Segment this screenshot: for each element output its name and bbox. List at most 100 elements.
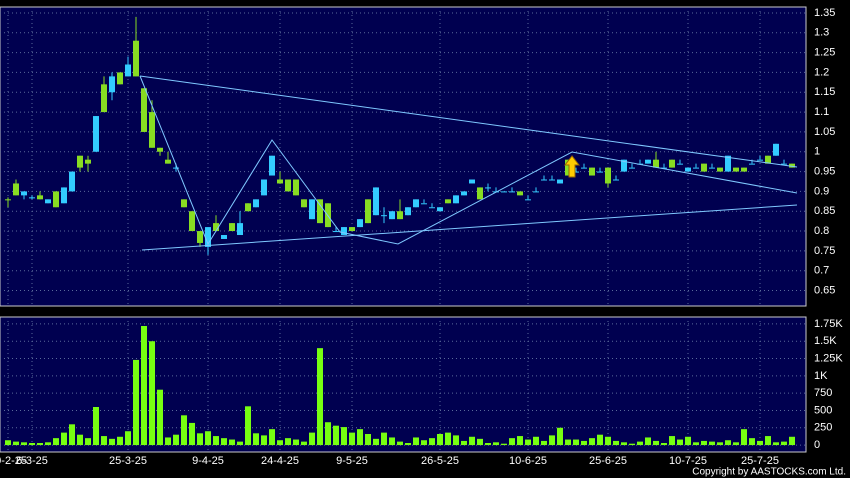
candle-body — [677, 163, 683, 165]
y-tick-label: 0.75 — [814, 245, 835, 257]
volume-tick-label: 750 — [814, 387, 832, 399]
y-tick-label: 1.2 — [814, 66, 829, 78]
y-tick-label: 1 — [814, 146, 820, 158]
candle-body — [53, 191, 59, 208]
volume-bar — [269, 429, 275, 446]
candle-body — [645, 159, 651, 164]
volume-bar — [701, 440, 707, 446]
volume-bar — [13, 441, 19, 446]
signal-arrow — [563, 155, 581, 178]
candle-body — [453, 195, 459, 204]
volume-bar — [677, 439, 683, 446]
volume-bar — [373, 438, 379, 446]
candle-body — [197, 231, 203, 243]
candle-body — [109, 76, 115, 93]
volume-bar — [341, 427, 347, 446]
y-tick-label: 1.3 — [814, 27, 829, 39]
candle-body — [37, 195, 43, 200]
candle-body — [253, 199, 259, 208]
volume-bar — [253, 433, 259, 446]
volume-bar — [117, 436, 123, 446]
volume-bar — [93, 407, 99, 446]
y-tick-label: 1.35 — [814, 7, 835, 19]
candle-body — [781, 163, 787, 165]
candle-body — [709, 167, 715, 169]
candle-body — [517, 191, 523, 196]
y-tick-label: 1.05 — [814, 126, 835, 138]
volume-bar — [333, 425, 339, 446]
volume-bar — [749, 438, 755, 446]
volume-tick-label: 1.5K — [814, 335, 837, 347]
y-tick-label: 0.85 — [814, 205, 835, 217]
volume-tick-label: 250 — [814, 422, 832, 434]
candle-body — [149, 112, 155, 148]
candle-body — [269, 155, 275, 176]
candle-body — [749, 163, 755, 165]
y-tick-label: 0.9 — [814, 185, 829, 197]
volume-bar — [621, 442, 627, 446]
volume-bar — [405, 443, 411, 446]
volume-bar — [357, 429, 363, 446]
candle-body — [165, 159, 171, 164]
candle-body — [469, 179, 475, 184]
y-tick-label: 0.95 — [814, 165, 835, 177]
candle-body — [261, 179, 267, 196]
y-tick-label: 1.1 — [814, 106, 829, 118]
candle-body — [461, 191, 467, 196]
candle-body — [77, 155, 83, 168]
volume-bar — [165, 437, 171, 446]
volume-bar — [141, 326, 147, 446]
candle-body — [525, 199, 531, 201]
volume-bar — [669, 436, 675, 446]
volume-bar — [325, 422, 331, 446]
candle-body — [445, 199, 451, 204]
volume-bar — [717, 442, 723, 446]
candle-body — [557, 179, 563, 184]
x-tick-label: 10-6-25 — [509, 455, 547, 467]
trend-lines — [139, 75, 798, 251]
candle-body — [341, 227, 347, 236]
volume-bar — [597, 434, 603, 446]
candle-body — [373, 187, 379, 216]
candle-body — [501, 191, 507, 193]
y-tick-label: 0.8 — [814, 225, 829, 237]
y-tick-label: 1.15 — [814, 86, 835, 98]
volume-bar — [733, 442, 739, 446]
volume-bar — [21, 442, 27, 446]
volume-bar — [245, 406, 251, 446]
volume-bar — [773, 442, 779, 446]
volume-bar — [301, 441, 307, 446]
volume-bar — [189, 422, 195, 446]
volume-bar — [109, 438, 115, 446]
x-tick-label: 25-6-25 — [589, 455, 627, 467]
volume-bar — [645, 437, 651, 446]
volume-bar — [685, 436, 691, 446]
candle-body — [181, 199, 187, 208]
volume-bar — [637, 441, 643, 446]
candle-body — [229, 223, 235, 232]
candle-body — [245, 203, 251, 212]
candle-body — [405, 207, 411, 216]
candle-body — [365, 199, 371, 224]
volume-bar — [613, 440, 619, 446]
candle-body — [549, 179, 555, 181]
candle-body — [477, 187, 483, 200]
candle-body — [717, 167, 723, 172]
volume-bar — [309, 432, 315, 446]
volume-bar — [277, 440, 283, 446]
candle-body — [21, 191, 27, 196]
volume-bar — [445, 432, 451, 446]
y-tick-label: 0.65 — [814, 284, 835, 296]
volume-bar — [789, 436, 795, 446]
price-pane — [0, 6, 807, 307]
x-tick-label: 26-5-25 — [421, 455, 459, 467]
volume-bar — [709, 441, 715, 446]
volume-bar — [757, 440, 763, 446]
candle-body — [725, 155, 731, 172]
candle-body — [733, 167, 739, 172]
candle-body — [573, 171, 579, 173]
volume-bar — [629, 443, 635, 446]
volume-bar — [29, 443, 35, 446]
candle-body — [741, 167, 747, 172]
candle-body — [285, 179, 291, 192]
